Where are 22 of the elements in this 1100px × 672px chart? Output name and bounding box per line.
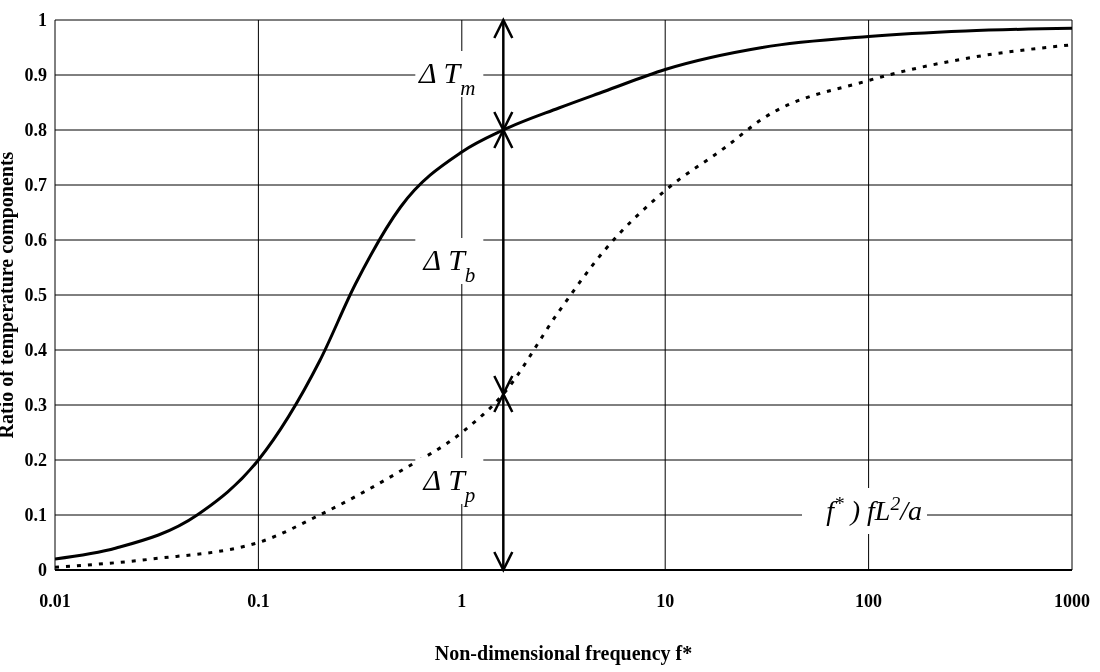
x-axis-title: Non-dimensional frequency f* (434, 642, 693, 665)
y-tick-label: 1 (38, 10, 47, 31)
y-tick-label: 0.8 (24, 120, 47, 141)
y-tick-label: 0.6 (24, 230, 47, 251)
y-tick-label: 0.3 (24, 395, 47, 416)
annotation: Δ T$_{m}$ (417, 56, 476, 100)
x-tick-label: 1 (457, 590, 467, 611)
x-tick-label: 100 (855, 590, 883, 611)
y-tick-label: 0.7 (24, 175, 47, 196)
x-tick-label: 1000 (1054, 590, 1090, 611)
y-tick-label: 0.5 (24, 285, 47, 306)
annotation: f$^{*}$ ) fL$^{2}$/a (826, 492, 922, 526)
y-tick-label: 0.4 (24, 340, 47, 361)
annotation: Δ T$_{p}$ (422, 463, 476, 507)
y-tick-label: 0.9 (24, 65, 47, 86)
x-tick-label: 0.01 (39, 590, 71, 611)
y-tick-label: 0 (38, 560, 47, 581)
x-tick-label: 10 (656, 590, 675, 611)
y-tick-label: 0.1 (24, 505, 47, 526)
annotation: Δ T$_{b}$ (422, 243, 476, 287)
x-tick-label: 0.1 (247, 590, 270, 611)
y-tick-label: 0.2 (24, 450, 47, 471)
